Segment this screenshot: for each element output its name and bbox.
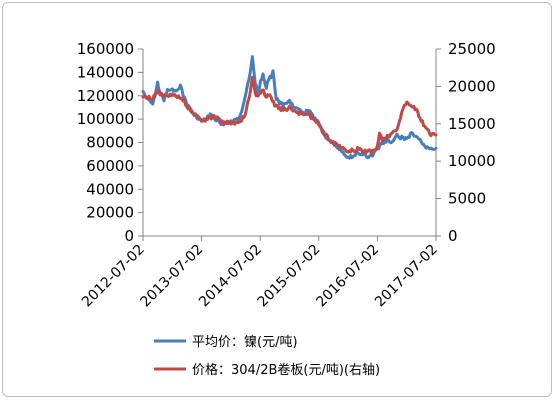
left-tick-label: 40000 [86, 180, 134, 198]
right-tick-label: 10000 [448, 152, 496, 170]
left-tick-label: 140000 [77, 63, 134, 81]
left-tick-label: 160000 [77, 40, 134, 58]
right-tick-label: 0 [448, 227, 458, 245]
tick-labels-group: 0200004000060000800001000001200001400001… [77, 40, 496, 310]
left-tick-label: 120000 [77, 87, 134, 105]
right-tick-label: 25000 [448, 40, 496, 58]
legend: 平均价：镍(元/吨) 价格：304/2B卷板(元/吨)(右轴) [154, 335, 380, 378]
series-line-304-coil [141, 75, 438, 155]
left-tick-label: 60000 [86, 157, 134, 175]
left-tick-label: 100000 [77, 110, 134, 128]
legend-label-nickel: 平均价：镍(元/吨) [192, 335, 298, 350]
left-tick-label: 0 [124, 227, 134, 245]
right-tick-label: 15000 [448, 115, 496, 133]
series-group [141, 55, 438, 160]
right-tick-label: 5000 [448, 190, 486, 208]
axes-group [138, 48, 441, 241]
right-tick-label: 20000 [448, 77, 496, 95]
left-tick-label: 80000 [86, 134, 134, 152]
chart-frame [2, 2, 552, 397]
legend-label-304-coil: 价格：304/2B卷板(元/吨)(右轴) [192, 362, 380, 378]
left-tick-label: 20000 [86, 204, 134, 222]
x-tick-label: 2017-07-02 [372, 242, 441, 311]
